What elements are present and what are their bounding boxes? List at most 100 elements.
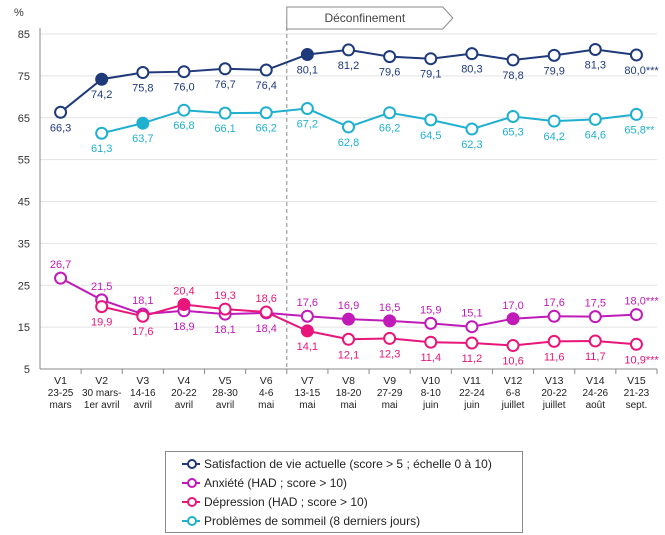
x-tick-wave: V4: [178, 375, 191, 387]
data-label: 75,8: [132, 83, 153, 95]
series-line: [101, 107, 637, 135]
data-label: 66,3: [50, 122, 71, 134]
x-tick-date: avril: [175, 400, 193, 411]
data-point: [547, 309, 561, 323]
x-tick-wave: V13: [545, 375, 564, 387]
data-label: 65,3: [502, 126, 523, 138]
data-label: 18,9: [173, 321, 194, 333]
x-tick-date: 28-30: [212, 388, 238, 399]
data-label: 15,1: [461, 308, 482, 320]
data-label: 80,1: [297, 65, 318, 77]
data-point: [300, 102, 314, 116]
data-label: 11,7: [585, 351, 606, 363]
data-point: [506, 339, 520, 353]
data-label: 17,5: [585, 298, 606, 310]
data-point: [465, 336, 479, 350]
x-tick-date: juillet: [542, 400, 566, 411]
data-point: [506, 109, 520, 123]
data-label: 11,2: [462, 353, 483, 365]
data-label: 79,9: [543, 65, 564, 77]
series-line: [101, 303, 637, 347]
data-point: [588, 112, 602, 126]
data-label: 80,0***: [624, 65, 659, 77]
data-label: 79,1: [420, 69, 441, 81]
legend-marker-icon: [182, 516, 200, 526]
data-point: [588, 310, 602, 324]
data-point: [54, 271, 68, 285]
data-point: [506, 53, 520, 67]
x-tick-date: 22-24: [459, 388, 485, 399]
data-label: 26,7: [50, 259, 71, 271]
data-label: 17,0: [502, 300, 523, 312]
data-label: 11,4: [420, 352, 441, 364]
x-tick-date: avril: [216, 400, 234, 411]
x-tick-wave: V14: [586, 375, 605, 387]
x-tick-wave: V9: [383, 375, 396, 387]
data-label: 66,1: [214, 123, 235, 135]
x-tick-wave: V2: [95, 375, 108, 387]
data-point: [424, 113, 438, 127]
x-tick-date: 6-8: [506, 388, 521, 399]
data-label: 19,3: [214, 290, 235, 302]
data-point: [629, 107, 643, 121]
data-point: [300, 48, 314, 62]
data-point: [424, 316, 438, 330]
x-tick-wave: V3: [136, 375, 149, 387]
y-tick-label: 5: [24, 364, 30, 376]
data-point: [342, 43, 355, 57]
data-label: 17,6: [297, 297, 318, 309]
y-tick-label: 55: [18, 155, 30, 167]
x-tick-date: 20-22: [171, 388, 197, 399]
x-tick-wave: V10: [421, 375, 440, 387]
y-tick-label: 65: [18, 113, 30, 125]
data-label: 17,6: [132, 326, 153, 338]
legend: Satisfaction de vie actuelle (score > 5 …: [165, 451, 523, 533]
legend-label: Dépression (HAD ; score > 10): [204, 495, 368, 509]
data-label: 11,6: [544, 351, 565, 363]
legend-item-sommeil: Problèmes de sommeil (8 derniers jours): [182, 513, 420, 529]
series-lines: [54, 42, 643, 353]
grid-lines: [40, 33, 657, 328]
x-tick-date: avril: [134, 400, 152, 411]
data-point: [300, 309, 314, 323]
data-point: [506, 312, 520, 326]
x-tick-date: juin: [463, 400, 480, 411]
data-point: [300, 324, 314, 338]
data-label: 78,8: [502, 70, 523, 82]
data-label: 16,5: [379, 302, 400, 314]
x-tick-wave: V1: [54, 375, 67, 387]
data-label: 66,8: [173, 120, 194, 132]
x-tick-date: mars: [49, 400, 71, 411]
data-point: [547, 48, 561, 62]
y-tick-label: 35: [18, 238, 30, 250]
legend-marker-icon: [182, 459, 200, 469]
data-label: 64,6: [585, 129, 606, 141]
legend-marker-icon: [182, 497, 200, 507]
data-label: 76,0: [173, 82, 194, 94]
legend-item-depression: Dépression (HAD ; score > 10): [182, 494, 368, 510]
data-label: 76,7: [214, 79, 235, 91]
data-label: 15,9: [420, 304, 441, 316]
data-point: [383, 331, 397, 345]
data-label: 12,1: [338, 349, 359, 361]
data-label: 14,1: [297, 341, 318, 353]
x-tick-date: juillet: [501, 400, 525, 411]
y-tick-label: 45: [18, 197, 30, 209]
data-label: 81,3: [585, 59, 606, 71]
x-tick-date: mai: [299, 400, 315, 411]
data-point: [342, 332, 355, 346]
data-label: 18,6: [256, 293, 277, 305]
x-tick-wave: V12: [504, 375, 523, 387]
x-tick-date: 4-6: [259, 388, 274, 399]
data-point: [383, 314, 397, 328]
data-point: [177, 65, 191, 79]
deconfinement-label: Déconfinement: [324, 11, 405, 25]
data-label: 21,5: [91, 281, 112, 293]
x-tick-date: sept.: [626, 400, 648, 411]
data-point: [424, 52, 438, 66]
data-label: 81,2: [338, 60, 359, 72]
data-point: [629, 48, 643, 62]
data-point: [136, 116, 150, 130]
data-label: 18,1: [132, 295, 153, 307]
x-tick-date: juin: [422, 400, 439, 411]
